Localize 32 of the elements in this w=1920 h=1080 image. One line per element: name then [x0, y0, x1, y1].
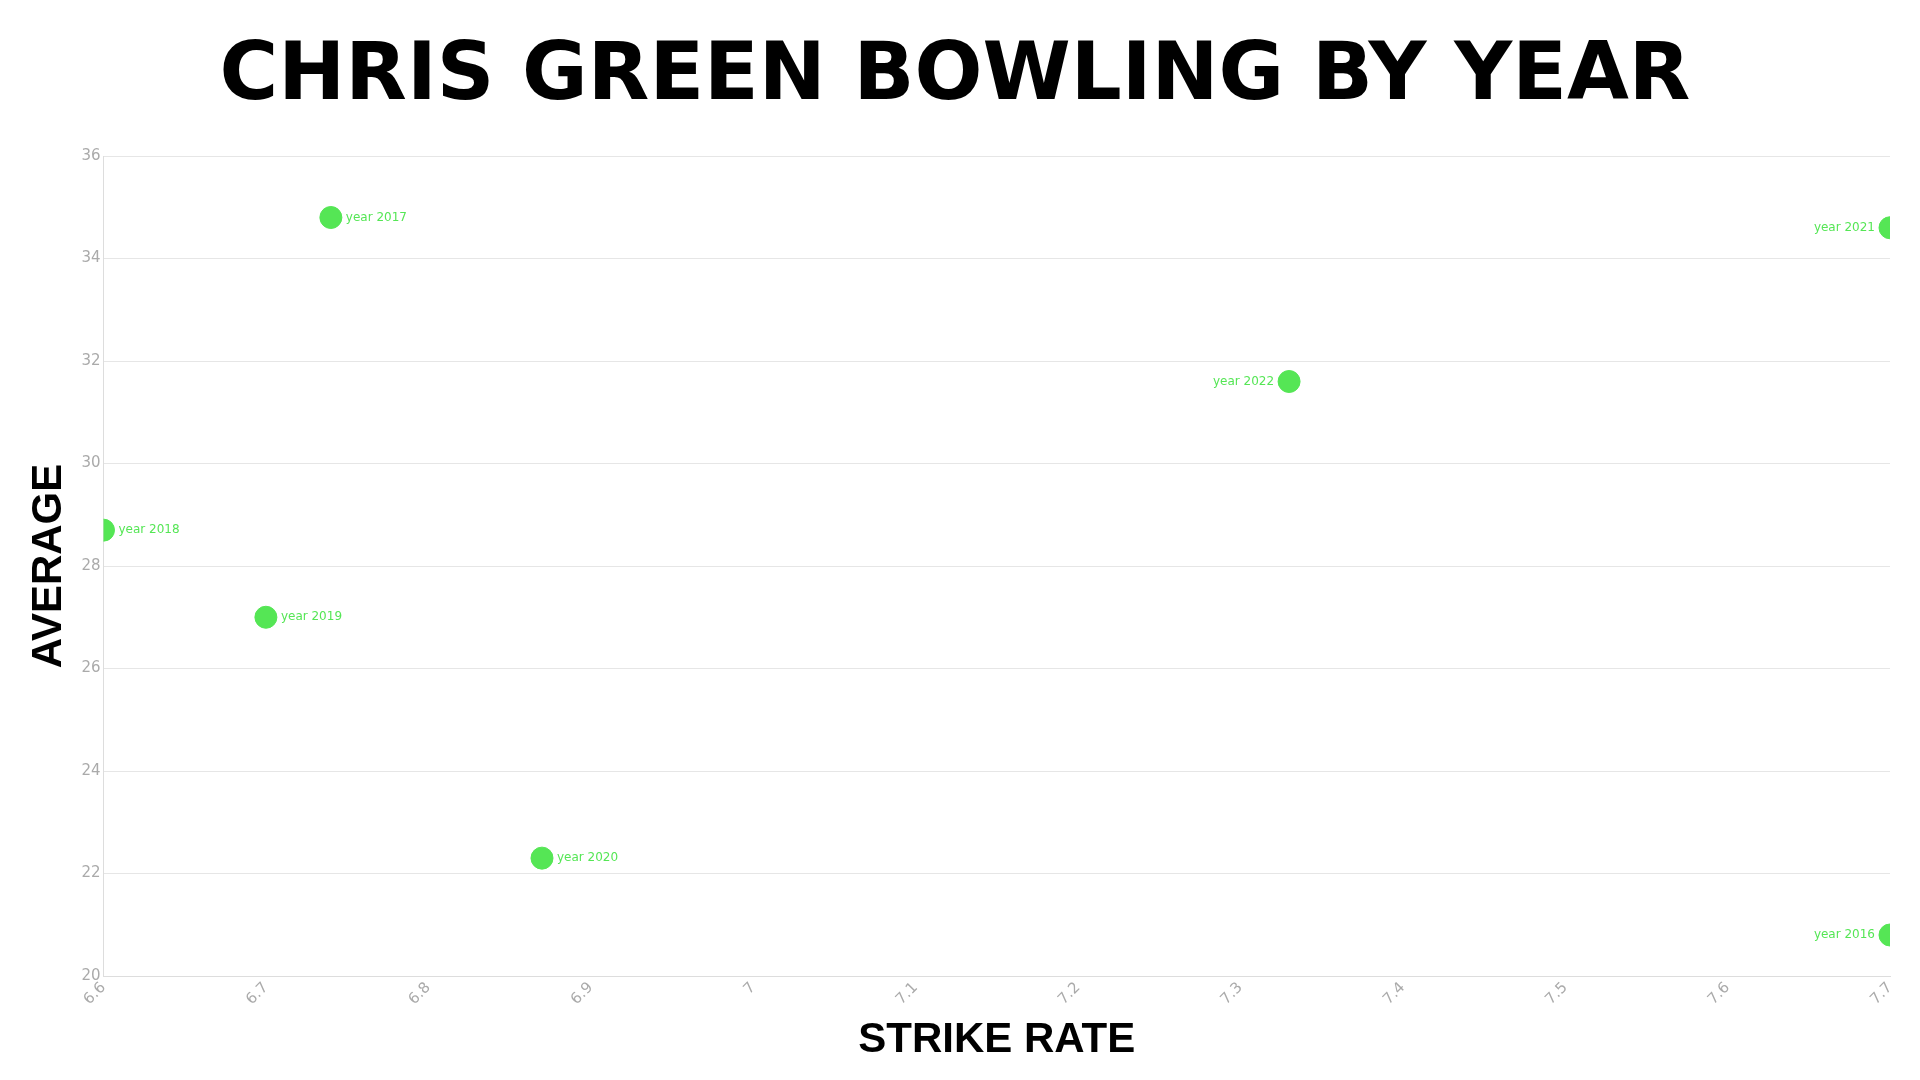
annotation: year 2022	[1212, 373, 1275, 388]
y-tick-label: 34	[81, 248, 101, 267]
x-tick-label: 6.7	[241, 978, 272, 1008]
y-tick-label: 28	[81, 555, 101, 574]
y-tick-label: 24	[81, 760, 101, 779]
x-axis-title: STRIKE RATE	[858, 1014, 1136, 1062]
point	[319, 206, 343, 229]
chart-title: CHRIS GREEN BOWLING BY YEAR	[219, 24, 1691, 118]
annotation: year 2020	[556, 850, 619, 865]
annotation: year 2019	[280, 609, 343, 624]
point	[530, 846, 554, 870]
y-tick-label: 36	[81, 145, 101, 164]
annotation: year 2017	[345, 209, 407, 224]
point	[254, 605, 278, 629]
y-tick-label: 30	[81, 453, 101, 472]
annotation: year 2021	[1813, 219, 1875, 234]
x-tick-label: 7.1	[891, 978, 922, 1008]
x-tick-label: 7.6	[1703, 978, 1734, 1008]
x-tick-label: 6.9	[566, 978, 597, 1008]
x-tick-label: 7.2	[1053, 978, 1084, 1008]
x-tick-label: 7.7	[1865, 978, 1896, 1008]
annotation: year 2016	[1813, 927, 1875, 942]
y-axis-title: AVERAGE	[22, 463, 70, 669]
x-tick-label: 7.5	[1541, 978, 1571, 1008]
y-tick-label: 22	[81, 863, 101, 882]
x-tick-label: 7	[739, 978, 759, 998]
y-tick-label: 32	[81, 350, 101, 369]
y-tick-label: 26	[81, 658, 101, 677]
annotation: year 2018	[118, 522, 180, 537]
x-tick-label: 7.4	[1378, 978, 1409, 1008]
x-tick-label: 7.3	[1216, 978, 1246, 1008]
x-tick-label: 6.8	[404, 978, 434, 1008]
